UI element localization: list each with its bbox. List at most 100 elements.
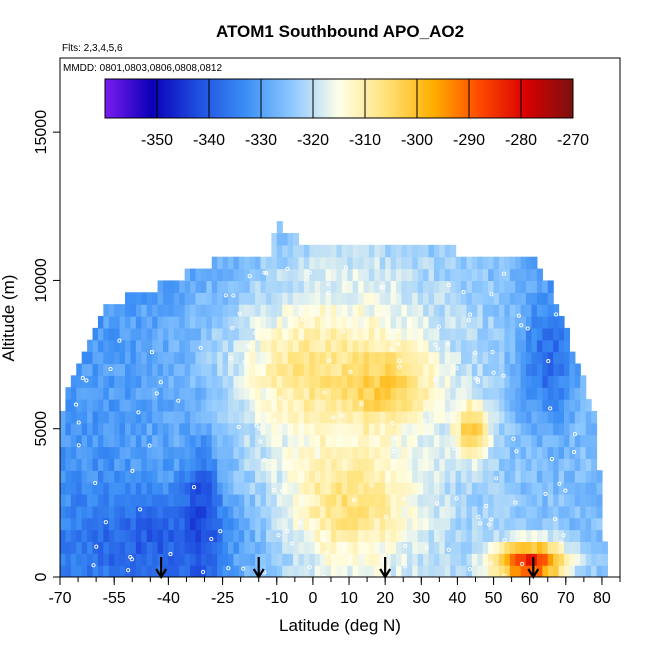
heatmap-cell bbox=[520, 470, 527, 483]
heatmap-cell bbox=[282, 541, 289, 554]
heatmap-cell bbox=[368, 327, 375, 341]
heatmap-cell bbox=[141, 316, 148, 329]
heatmap-cell bbox=[439, 351, 446, 365]
heatmap-cell bbox=[542, 316, 549, 329]
heatmap-cell bbox=[450, 351, 457, 365]
heatmap-cell bbox=[385, 446, 392, 459]
heatmap-cell bbox=[379, 493, 386, 507]
heatmap-cell bbox=[482, 541, 489, 554]
heatmap-cell bbox=[244, 375, 251, 388]
heatmap-cell bbox=[471, 399, 478, 412]
heatmap-cell bbox=[87, 482, 94, 495]
heatmap-cell bbox=[76, 541, 83, 554]
heatmap-cell bbox=[293, 363, 300, 376]
heatmap-cell bbox=[553, 327, 560, 341]
heatmap-cell bbox=[466, 399, 473, 412]
heatmap-cell bbox=[498, 505, 505, 519]
color-bar-tick-label: -310 bbox=[349, 132, 381, 149]
heatmap-cell bbox=[336, 422, 343, 436]
heatmap-cell bbox=[119, 410, 126, 424]
sample-point bbox=[348, 369, 353, 374]
heatmap-cell bbox=[336, 292, 343, 305]
heatmap-cell bbox=[406, 553, 413, 566]
heatmap-cell bbox=[498, 316, 505, 329]
heatmap-cell bbox=[325, 493, 332, 507]
heatmap-cell bbox=[195, 292, 202, 305]
heatmap-cell bbox=[249, 280, 256, 293]
heatmap-cell bbox=[168, 482, 175, 495]
heatmap-cell bbox=[141, 387, 148, 400]
heatmap-cell bbox=[396, 375, 403, 388]
heatmap-cell bbox=[368, 244, 375, 258]
heatmap-cell bbox=[87, 375, 94, 388]
heatmap-cell bbox=[412, 292, 419, 305]
heatmap-cell bbox=[417, 482, 424, 495]
heatmap-cell bbox=[87, 410, 94, 424]
heatmap-cell bbox=[374, 387, 381, 400]
heatmap-cell bbox=[190, 268, 197, 282]
heatmap-cell bbox=[542, 304, 549, 317]
heatmap-cell bbox=[374, 517, 381, 531]
heatmap-cell bbox=[320, 505, 327, 519]
heatmap-cell bbox=[271, 458, 278, 471]
heatmap-cell bbox=[130, 434, 137, 448]
heatmap-cell bbox=[396, 529, 403, 543]
heatmap-cell bbox=[580, 505, 587, 519]
heatmap-cell bbox=[87, 565, 94, 577]
heatmap-cell bbox=[92, 434, 99, 448]
heatmap-cell bbox=[152, 363, 159, 376]
heatmap-cell bbox=[200, 268, 207, 282]
heatmap-cell bbox=[200, 292, 207, 305]
heatmap-cell bbox=[461, 529, 468, 543]
heatmap-cell bbox=[401, 304, 408, 317]
heatmap-cell bbox=[423, 553, 430, 566]
heatmap-cell bbox=[255, 470, 262, 483]
heatmap-cell bbox=[385, 422, 392, 436]
heatmap-cell bbox=[504, 422, 511, 436]
heatmap-cell bbox=[249, 363, 256, 376]
heatmap-cell bbox=[179, 375, 186, 388]
heatmap-cell bbox=[325, 399, 332, 412]
heatmap-cell bbox=[401, 517, 408, 531]
heatmap-cell bbox=[238, 529, 245, 543]
heatmap-cell bbox=[184, 529, 191, 543]
heatmap-cell bbox=[455, 339, 462, 353]
heatmap-cell bbox=[70, 517, 77, 531]
heatmap-cell bbox=[238, 316, 245, 329]
heatmap-cell bbox=[325, 565, 332, 577]
heatmap-cell bbox=[428, 410, 435, 424]
heatmap-cell bbox=[455, 399, 462, 412]
heatmap-cell bbox=[265, 410, 272, 424]
heatmap-cell bbox=[406, 387, 413, 400]
heatmap-cell bbox=[325, 339, 332, 353]
heatmap-cell bbox=[368, 505, 375, 519]
heatmap-cell bbox=[206, 339, 213, 353]
heatmap-cell bbox=[488, 493, 495, 507]
heatmap-cell bbox=[390, 410, 397, 424]
heatmap-cell bbox=[141, 422, 148, 436]
heatmap-cell bbox=[146, 529, 153, 543]
heatmap-cell bbox=[471, 292, 478, 305]
heatmap-cell bbox=[260, 339, 267, 353]
heatmap-cell bbox=[450, 422, 457, 436]
heatmap-cell bbox=[228, 482, 235, 495]
heatmap-cell bbox=[488, 422, 495, 436]
heatmap-cell bbox=[298, 327, 305, 341]
heatmap-cell bbox=[509, 493, 516, 507]
heatmap-cell bbox=[358, 482, 365, 495]
heatmap-cell bbox=[466, 316, 473, 329]
heatmap-cell bbox=[336, 493, 343, 507]
x-tick-label: 10 bbox=[340, 590, 358, 607]
heatmap-cell bbox=[271, 529, 278, 543]
heatmap-cell bbox=[195, 399, 202, 412]
heatmap-cell bbox=[455, 280, 462, 293]
heatmap-cell bbox=[119, 399, 126, 412]
heatmap-cell bbox=[65, 458, 72, 471]
heatmap-cell bbox=[385, 292, 392, 305]
heatmap-cell bbox=[536, 268, 543, 282]
heatmap-cell bbox=[493, 399, 500, 412]
heatmap-cell bbox=[390, 505, 397, 519]
heatmap-cell bbox=[466, 470, 473, 483]
heatmap-cell bbox=[168, 565, 175, 577]
heatmap-cell bbox=[103, 375, 110, 388]
